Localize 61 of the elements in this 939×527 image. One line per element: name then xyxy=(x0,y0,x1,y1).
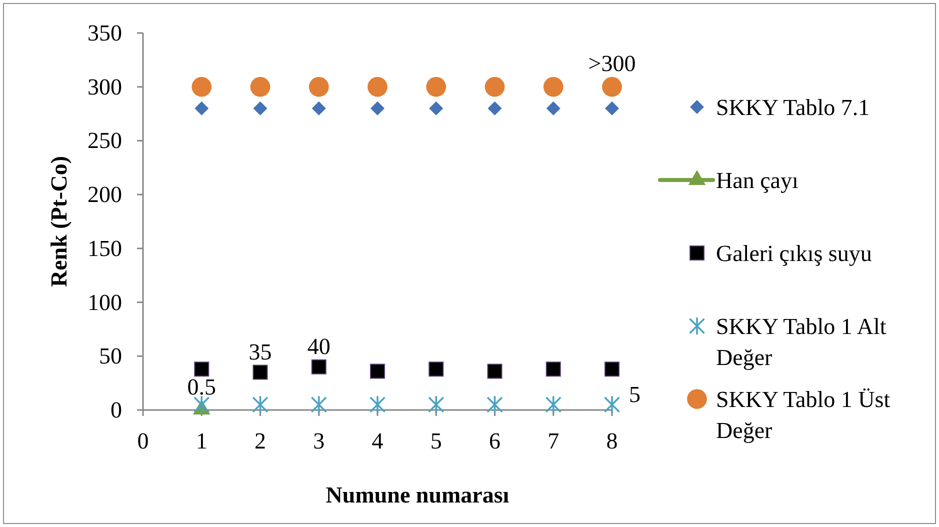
point xyxy=(426,76,446,97)
y-tick-label: 100 xyxy=(88,290,122,315)
data-label: >300 xyxy=(588,50,636,76)
point xyxy=(488,101,502,116)
point xyxy=(192,76,212,97)
legend-label: SKKY Tablo 1 Üst Değer xyxy=(716,386,891,442)
point xyxy=(194,362,210,377)
point xyxy=(545,395,562,414)
y-tick-label: 50 xyxy=(99,344,122,369)
point xyxy=(369,395,386,414)
point xyxy=(253,101,268,116)
x-tick-label: 5 xyxy=(430,428,442,454)
point xyxy=(428,395,444,414)
legend-label: Han çayı xyxy=(716,168,798,192)
x-tick-label: 6 xyxy=(489,428,500,454)
legend-label: Galeri çıkış suyu xyxy=(716,240,872,266)
point xyxy=(312,101,326,116)
point xyxy=(428,362,444,377)
x-tick-label: 7 xyxy=(548,428,560,454)
y-tick-label: 250 xyxy=(88,128,122,154)
point xyxy=(370,364,385,379)
point xyxy=(252,364,268,380)
x-tick-label: 8 xyxy=(606,428,618,454)
point xyxy=(308,76,329,97)
y-tick-label: 0 xyxy=(110,398,122,422)
point xyxy=(484,76,505,97)
data-label: 5 xyxy=(629,382,640,408)
point xyxy=(429,101,444,116)
point xyxy=(604,362,620,377)
x-tick-label: 1 xyxy=(196,428,208,454)
x-tick-label: 4 xyxy=(372,428,384,454)
point xyxy=(605,101,619,116)
point xyxy=(252,395,268,414)
point xyxy=(368,76,388,97)
point xyxy=(604,395,620,414)
data-label: 35 xyxy=(248,339,272,364)
point xyxy=(250,76,270,97)
y-tick-label: 200 xyxy=(88,182,122,208)
y-tick-label: 150 xyxy=(88,236,122,261)
legend-label: SKKY Tablo 1 Alt Değer xyxy=(716,314,887,370)
point xyxy=(543,76,564,97)
point xyxy=(310,395,327,414)
x-tick-label: 3 xyxy=(313,428,325,454)
point xyxy=(194,395,210,414)
point xyxy=(546,362,561,377)
legend-label: SKKY Tablo 7.1 xyxy=(716,94,870,120)
x-axis-title: Numune numarası xyxy=(326,482,510,508)
y-axis-title: Renk (Pt-Co) xyxy=(46,156,72,287)
x-tick-label: 2 xyxy=(254,428,266,454)
y-tick-label: 300 xyxy=(88,74,122,100)
data-label: 0.5 xyxy=(187,374,216,400)
point xyxy=(194,101,209,116)
point xyxy=(546,101,560,116)
point xyxy=(486,395,503,414)
point xyxy=(602,76,622,97)
point xyxy=(370,101,384,116)
y-tick-label: 350 xyxy=(88,20,122,46)
data-label: 40 xyxy=(307,334,330,359)
point xyxy=(311,359,326,374)
x-tick-label: 0 xyxy=(137,428,149,454)
point xyxy=(487,364,502,379)
